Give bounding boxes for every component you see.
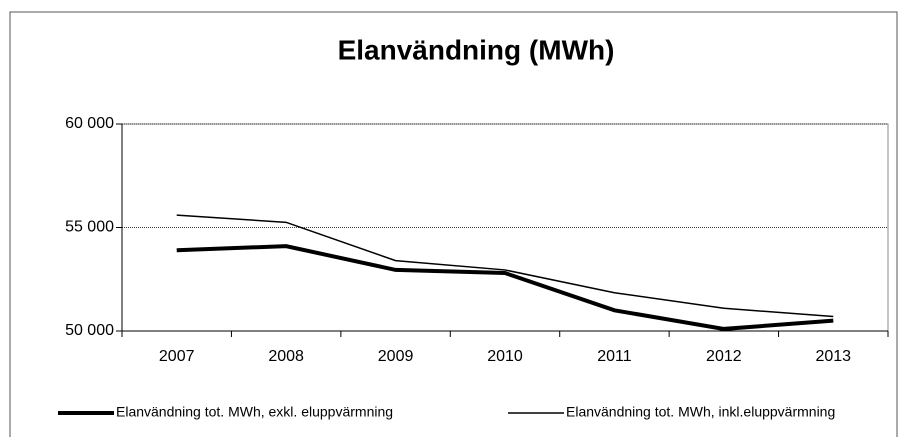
legend-label: Elanvändning tot. MWh, exkl. eluppvärmni…: [116, 404, 393, 420]
x-tick-label: 2007: [159, 348, 195, 365]
x-tick-label: 2011: [597, 348, 632, 365]
x-tick-label: 2010: [487, 348, 523, 365]
x-tick-label: 2013: [815, 348, 851, 365]
legend-label: Elanvändning tot. MWh, inkl.eluppvärmnin…: [566, 404, 835, 420]
chart-frame: [9, 11, 898, 437]
y-tick-label: 55 000: [65, 219, 114, 236]
x-tick-label: 2009: [378, 348, 414, 365]
series-line: [176, 214, 834, 318]
y-tick-label: 50 000: [65, 322, 114, 339]
x-tick-label: 2008: [268, 348, 304, 365]
chart-title: Elanvändning (MWh): [338, 34, 615, 65]
x-tick-label: 2012: [706, 348, 742, 365]
y-tick-label: 60 000: [65, 115, 114, 132]
series-line: [176, 244, 834, 331]
